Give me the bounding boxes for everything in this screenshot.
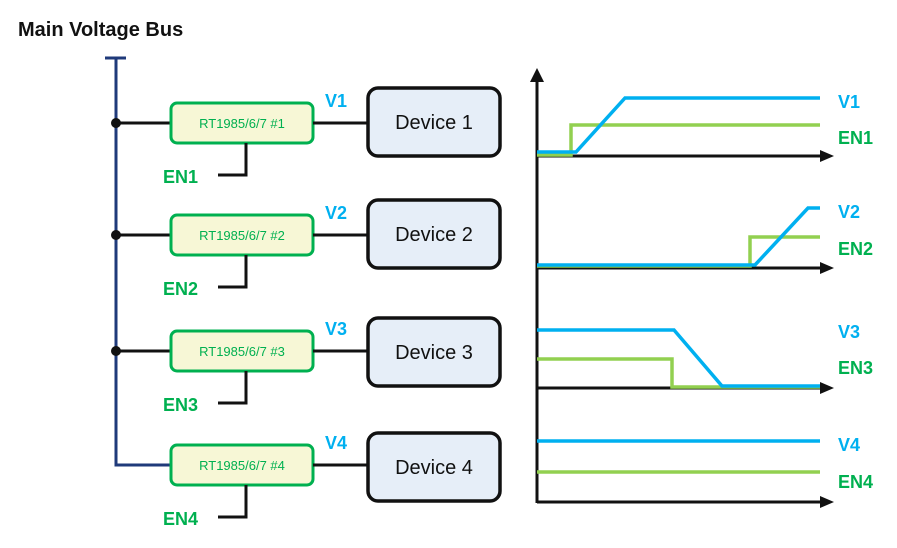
enable-pin-label: EN3 [163,395,198,415]
enable-pin-label: EN4 [163,509,198,529]
junction-dot [111,230,121,240]
channel-1: RT1985/6/7 #1 EN1 V1 Device 1 [111,86,502,187]
channel-3: RT1985/6/7 #3 EN3 V3 Device 3 [111,316,502,415]
enable-wire [218,255,248,289]
channel-4: RT1985/6/7 #4 EN4 V4 Device 4 [163,431,502,529]
voltage-waveform [537,328,820,388]
main-voltage-bus-line [114,58,172,467]
regulator-label: RT1985/6/7 #2 [199,228,285,243]
enable-pin-label: EN1 [163,167,198,187]
waveform-1: V1 EN1 [537,92,873,157]
output-voltage-label: V2 [325,203,347,223]
device-label: Device 3 [395,342,473,364]
enable-waveform [537,357,820,389]
voltage-waveform-label: V3 [838,322,860,342]
time-axis-arrow [820,262,834,274]
channel-2: RT1985/6/7 #2 EN2 V2 Device 2 [111,198,502,299]
waveform-2: V2 EN2 [537,202,873,268]
output-voltage-label: V1 [325,91,347,111]
voltage-waveform-label: V2 [838,202,860,222]
enable-waveform [537,123,820,157]
time-axis-arrow [820,150,834,162]
regulator-label: RT1985/6/7 #4 [199,458,285,473]
junction-dot [111,346,121,356]
enable-pin-label: EN2 [163,279,198,299]
device-box [366,198,502,270]
regulator-label: RT1985/6/7 #3 [199,344,285,359]
enable-waveform-label: EN2 [838,239,873,259]
device-box [366,431,502,503]
waveform-4: V4 EN4 [537,435,873,492]
time-axis-arrow [820,496,834,508]
device-label: Device 1 [395,112,473,134]
main-voltage-bus-title: Main Voltage Bus [18,19,183,41]
voltage-waveform-label: V4 [838,435,860,455]
enable-waveform-label: EN4 [838,472,873,492]
output-voltage-label: V4 [325,433,347,453]
y-axis-arrow [530,68,544,82]
waveform-3: V3 EN3 [537,322,873,389]
device-box [366,316,502,388]
enable-waveform-label: EN1 [838,128,873,148]
output-voltage-label: V3 [325,319,347,339]
voltage-waveform [537,206,820,267]
regulator-label: RT1985/6/7 #1 [199,116,285,131]
enable-wire [218,485,248,519]
device-label: Device 2 [395,224,473,246]
enable-waveform-label: EN3 [838,358,873,378]
enable-wire [218,143,248,177]
junction-dot [111,118,121,128]
voltage-waveform-label: V1 [838,92,860,112]
time-axis-arrow [820,382,834,394]
voltage-waveform [537,96,820,154]
device-label: Device 4 [395,457,473,479]
enable-wire [218,371,248,405]
device-box [366,86,502,158]
